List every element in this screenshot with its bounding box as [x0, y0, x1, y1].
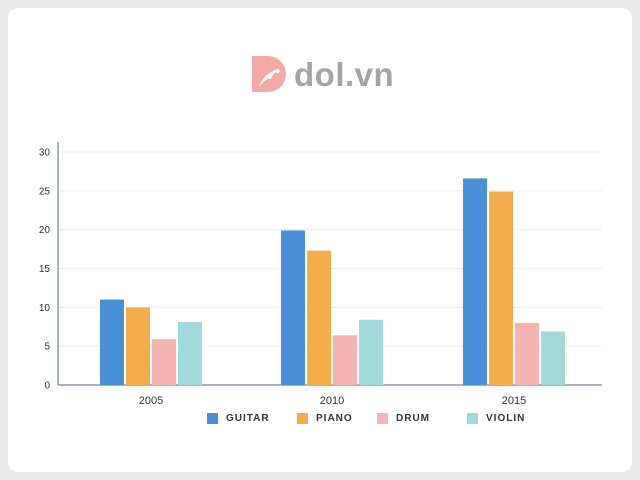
dol-logo-icon	[252, 56, 286, 92]
bar-drum-2015	[515, 322, 539, 385]
bar-guitar-2010	[281, 230, 305, 385]
chart-card	[8, 8, 632, 472]
legend-item-violin: VIOLIN	[467, 413, 525, 424]
legend-swatch	[377, 413, 388, 424]
y-tick-label: 30	[39, 148, 51, 159]
legend-swatch	[297, 413, 308, 424]
legend-swatch	[207, 413, 218, 424]
brand-logo: dol.vn	[250, 52, 394, 96]
legend-item-drum: DRUM	[377, 413, 430, 424]
bar-violin-2015	[541, 331, 565, 385]
bar-guitar-2015	[463, 178, 487, 385]
legend-item-guitar: GUITAR	[207, 413, 270, 424]
bar-drum-2010	[333, 335, 357, 385]
bar-violin-2010	[359, 319, 383, 385]
legend-label: GUITAR	[226, 413, 270, 424]
legend-label: PIANO	[316, 413, 353, 424]
y-tick-label: 15	[39, 264, 51, 275]
bar-piano-2010	[307, 250, 331, 385]
tick-labels: 0 5 10 15 20 25 30 2005 2010 2015	[39, 148, 526, 408]
y-tick-label: 5	[44, 342, 50, 353]
legend-swatch	[467, 413, 478, 424]
brand-name: dol.vn	[294, 55, 395, 93]
legend-item-piano: PIANO	[297, 413, 353, 424]
y-tick-label: 0	[44, 381, 50, 392]
x-tick-label: 2005	[139, 395, 163, 407]
bar-drum-2005	[152, 339, 176, 385]
bar-piano-2015	[489, 191, 513, 385]
chart-legend: GUITAR PIANO DRUM VIOLIN	[0, 413, 640, 429]
bars	[100, 178, 565, 385]
bar-piano-2005	[126, 307, 150, 385]
bar-violin-2005	[178, 322, 202, 385]
legend-label: DRUM	[396, 413, 430, 424]
y-tick-label: 20	[39, 225, 51, 236]
x-tick-label: 2010	[320, 395, 344, 407]
legend-label: VIOLIN	[486, 413, 526, 424]
y-tick-label: 25	[39, 186, 51, 197]
bar-guitar-2005	[100, 299, 124, 385]
y-tick-label: 10	[39, 303, 51, 314]
x-tick-label: 2015	[502, 395, 526, 407]
